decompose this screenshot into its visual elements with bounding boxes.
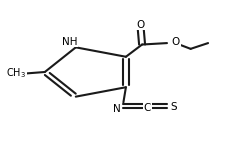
Text: C: C: [143, 103, 151, 113]
Text: CH$_3$: CH$_3$: [6, 67, 26, 80]
Text: O: O: [172, 37, 180, 47]
Text: O: O: [137, 20, 145, 30]
Text: N: N: [113, 104, 121, 114]
Text: S: S: [170, 102, 177, 112]
Text: NH: NH: [62, 37, 77, 47]
